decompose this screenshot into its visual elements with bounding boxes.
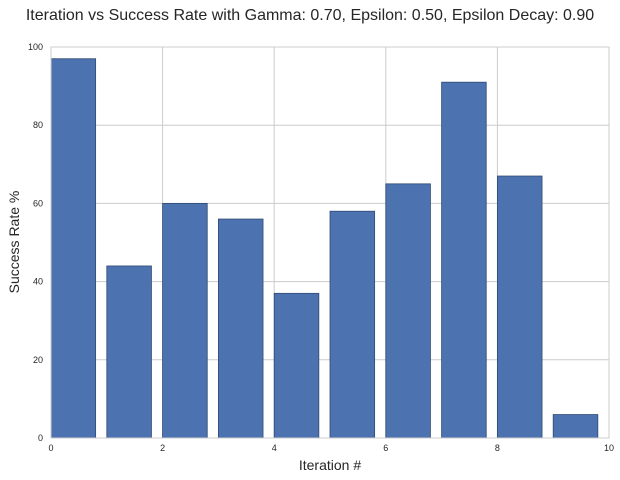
bars-layer [50, 58, 599, 439]
y-tick-label: 20 [33, 355, 43, 365]
chart-title: Iteration vs Success Rate with Gamma: 0.… [26, 7, 594, 24]
y-tick-label: 60 [33, 198, 43, 208]
bar-iteration-5 [329, 210, 376, 439]
y-tick-label: 0 [38, 433, 43, 443]
x-tick-label: 2 [160, 443, 165, 453]
bar-iteration-1 [106, 265, 152, 439]
bar-iteration-0 [50, 58, 97, 439]
bar-iteration-6 [385, 183, 431, 439]
x-tick-label: 4 [272, 443, 277, 453]
bar-iteration-4 [273, 292, 320, 439]
y-tick-label: 80 [33, 120, 43, 130]
bar-iteration-9 [552, 414, 599, 439]
bar-iteration-8 [496, 175, 543, 439]
y-tick-labels: 0 20 40 60 80 100 [28, 42, 43, 443]
bar-iteration-7 [441, 81, 487, 439]
x-tick-label: 6 [383, 443, 388, 453]
x-tick-labels: 0 2 4 6 8 10 [48, 443, 614, 453]
bar-iteration-3 [217, 218, 264, 439]
x-tick-label: 0 [48, 443, 53, 453]
bar-iteration-2 [162, 202, 208, 439]
plot-frame [50, 46, 610, 439]
y-tick-label: 40 [33, 277, 43, 287]
x-tick-label: 10 [604, 443, 614, 453]
y-tick-label: 100 [28, 42, 43, 52]
y-axis-label: Success Rate % [6, 191, 22, 294]
x-axis-label: Iteration # [299, 457, 361, 473]
x-tick-label: 8 [495, 443, 500, 453]
